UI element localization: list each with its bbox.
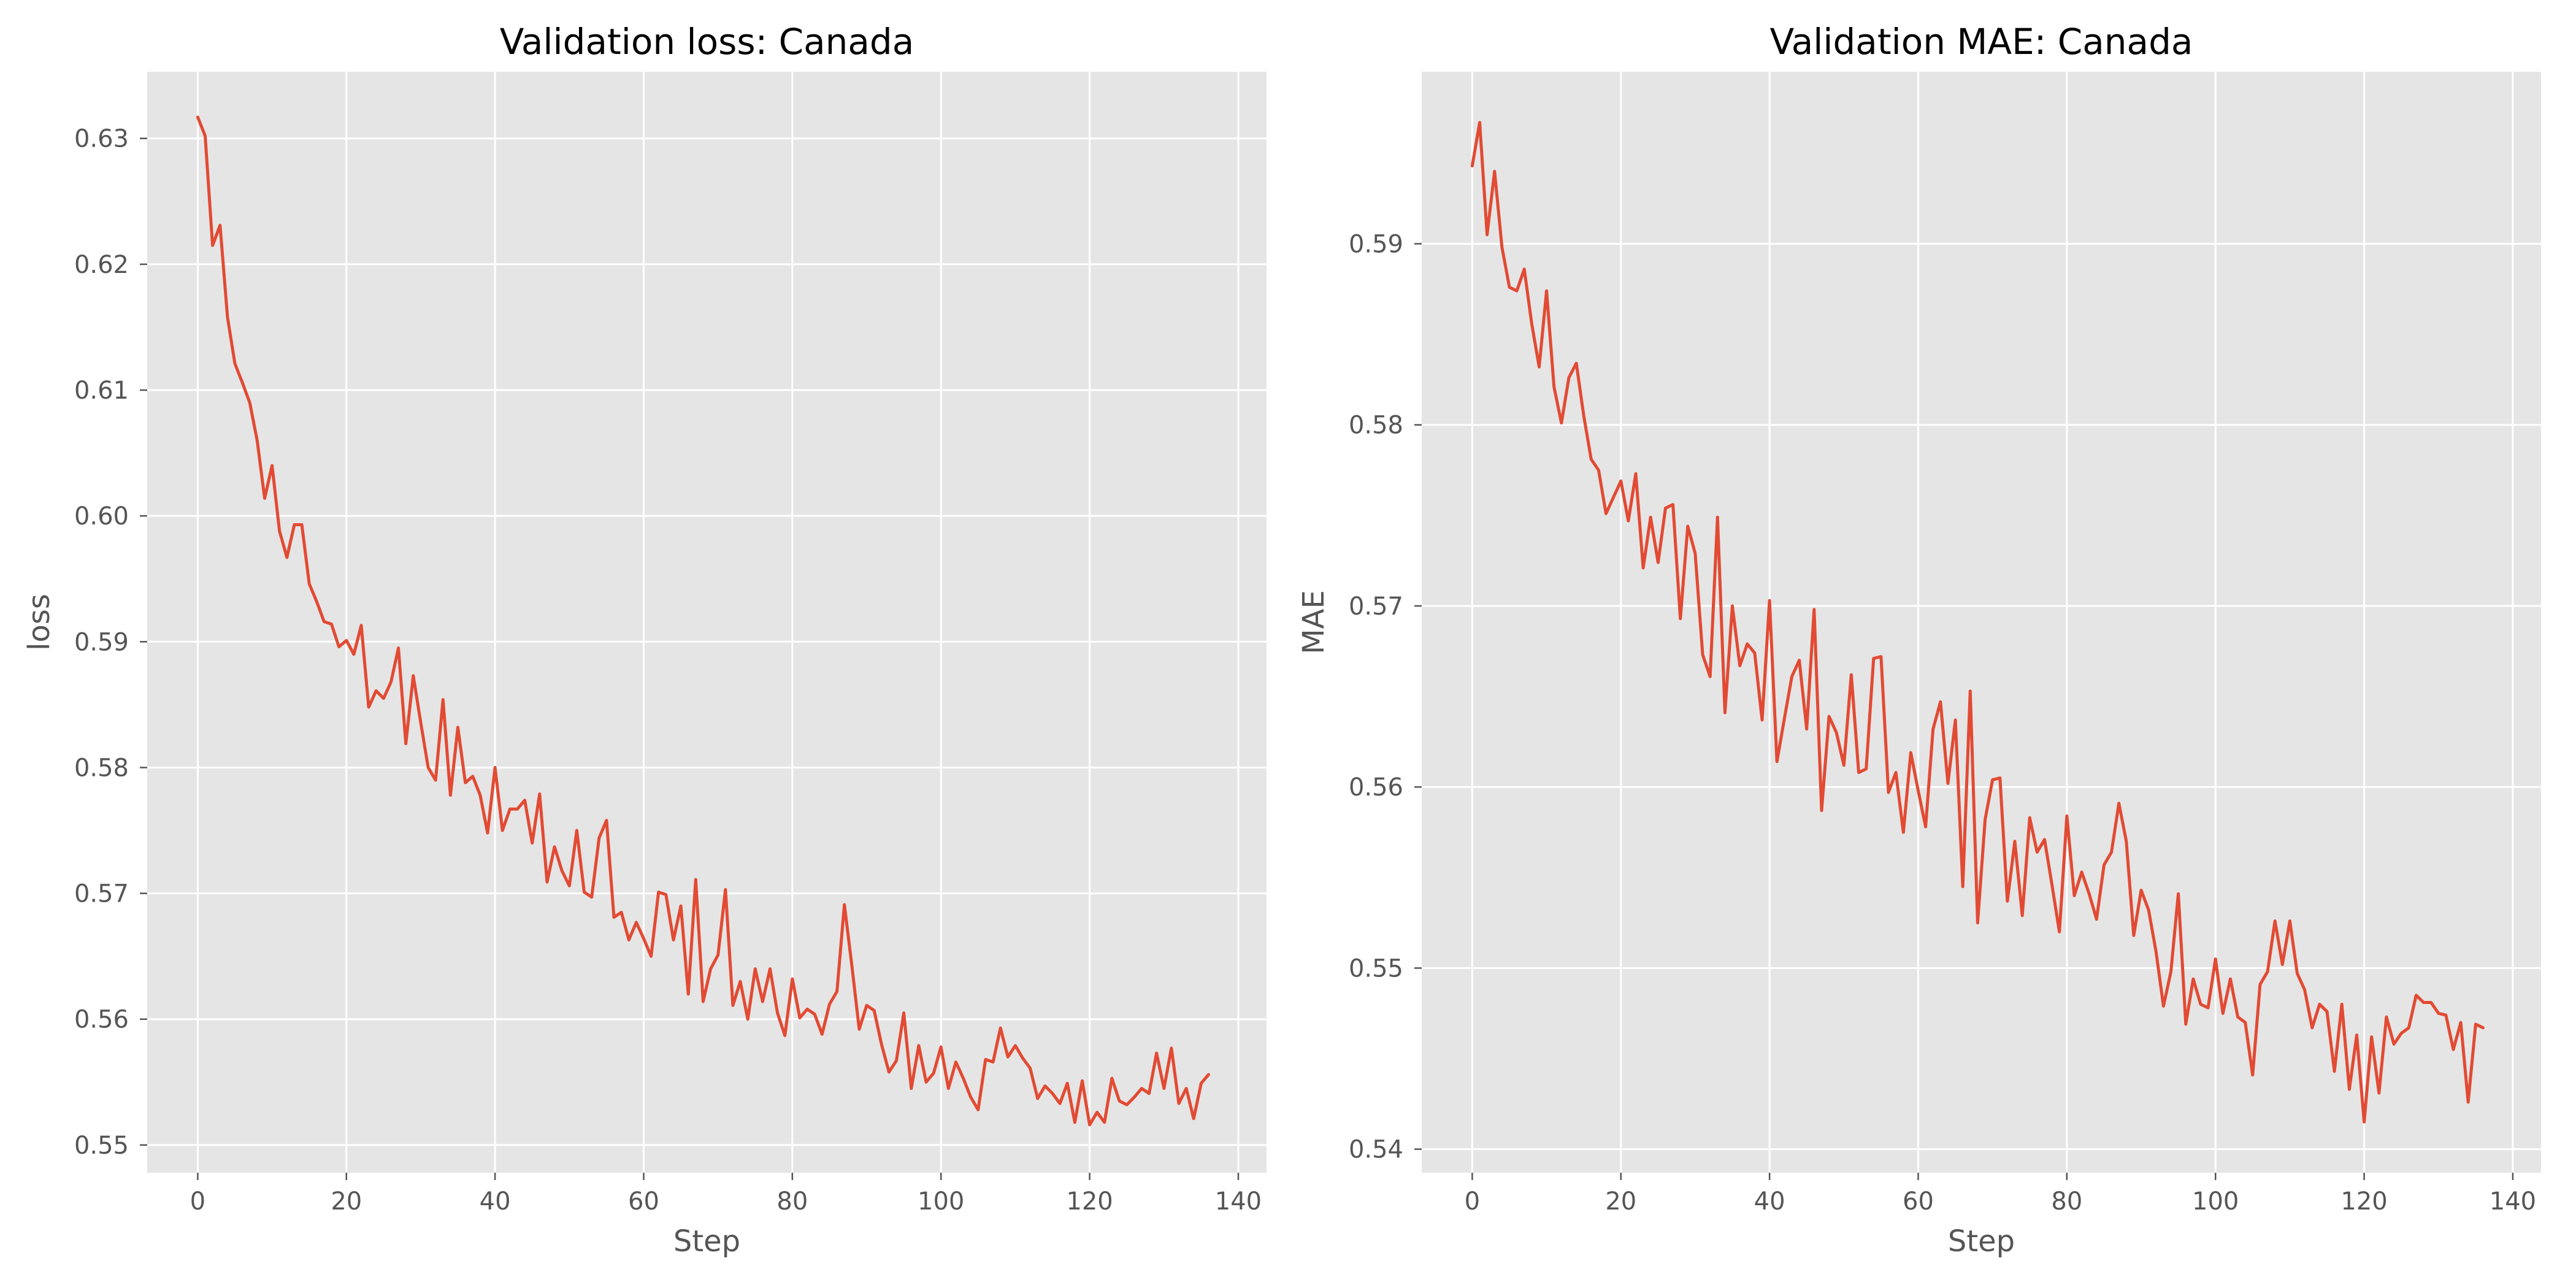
y-tick-label: 0.56 <box>74 1006 129 1034</box>
y-tick-label: 0.57 <box>74 880 129 908</box>
chart-title: Validation loss: Canada <box>500 21 914 63</box>
x-tick-labels: 0 20 40 60 80 100 120 140 <box>1465 1173 2536 1216</box>
validation-loss-chart: 0 20 40 60 80 100 120 140 0.550.560.570.580.590… <box>22 21 1267 1259</box>
y-gridlines <box>1422 242 2541 1151</box>
x-tick-label: 40 <box>480 1187 511 1216</box>
y-tick-label: 0.56 <box>1349 773 1403 802</box>
y-tick-label: 0.58 <box>74 754 129 782</box>
y-axis-label: MAE <box>1297 590 1331 654</box>
x-gridlines <box>1471 72 2514 1173</box>
x-tick-label: 120 <box>1066 1187 1113 1216</box>
x-tick-label: 20 <box>1605 1187 1636 1216</box>
y-tick-label: 0.55 <box>74 1132 129 1160</box>
y-tick-label: 0.54 <box>1349 1136 1403 1164</box>
y-tick-label: 0.62 <box>74 251 129 279</box>
y-tick-label: 0.59 <box>74 628 129 656</box>
x-tick-label: 100 <box>918 1187 964 1216</box>
y-tick-label: 0.63 <box>74 125 129 153</box>
y-tick-label: 0.57 <box>1349 592 1403 621</box>
x-tick-label: 100 <box>2192 1187 2239 1216</box>
x-tick-label: 140 <box>2490 1187 2536 1216</box>
validation-mae-chart: 0 20 40 60 80 100 120 140 0.540.550.560.570.580… <box>1297 21 2541 1259</box>
y-tick-label: 0.60 <box>74 502 129 531</box>
plot-area <box>1422 72 2541 1173</box>
x-tick-label: 80 <box>2051 1187 2082 1216</box>
y-tick-label: 0.58 <box>1349 412 1403 440</box>
y-tick-labels: 0.54 0.55 0.56 0.57 0.58 0.59 <box>1349 230 1422 1164</box>
series-line <box>196 115 1210 1127</box>
series-group <box>1470 121 2485 1124</box>
series-line <box>1470 121 2485 1124</box>
x-tick-label: 0 <box>190 1187 205 1216</box>
y-axis-label: loss <box>22 594 56 651</box>
x-gridlines <box>196 72 1240 1173</box>
y-tick-labels: 0.55 0.56 0.57 0.58 0.59 0.60 0.61 0.62 0.63 <box>74 125 147 1160</box>
x-axis-label: Step <box>673 1224 740 1259</box>
x-tick-label: 80 <box>776 1187 808 1216</box>
plot-area <box>147 72 1267 1173</box>
x-tick-label: 40 <box>1754 1187 1785 1216</box>
y-tick-label: 0.59 <box>1349 230 1403 258</box>
y-tick-label: 0.61 <box>74 377 129 405</box>
x-tick-labels: 0 20 40 60 80 100 120 140 <box>190 1173 1262 1216</box>
series-group <box>196 115 1210 1127</box>
x-tick-label: 120 <box>2340 1187 2387 1216</box>
chart-title: Validation MAE: Canada <box>1770 21 2193 63</box>
x-tick-label: 0 <box>1465 1187 1480 1216</box>
x-tick-label: 60 <box>628 1187 659 1216</box>
x-axis-label: Step <box>1948 1224 2015 1259</box>
x-tick-label: 20 <box>331 1187 362 1216</box>
y-gridlines <box>147 137 1267 1146</box>
y-tick-label: 0.55 <box>1349 954 1403 983</box>
x-tick-label: 60 <box>1903 1187 1934 1216</box>
x-tick-label: 140 <box>1215 1187 1262 1216</box>
